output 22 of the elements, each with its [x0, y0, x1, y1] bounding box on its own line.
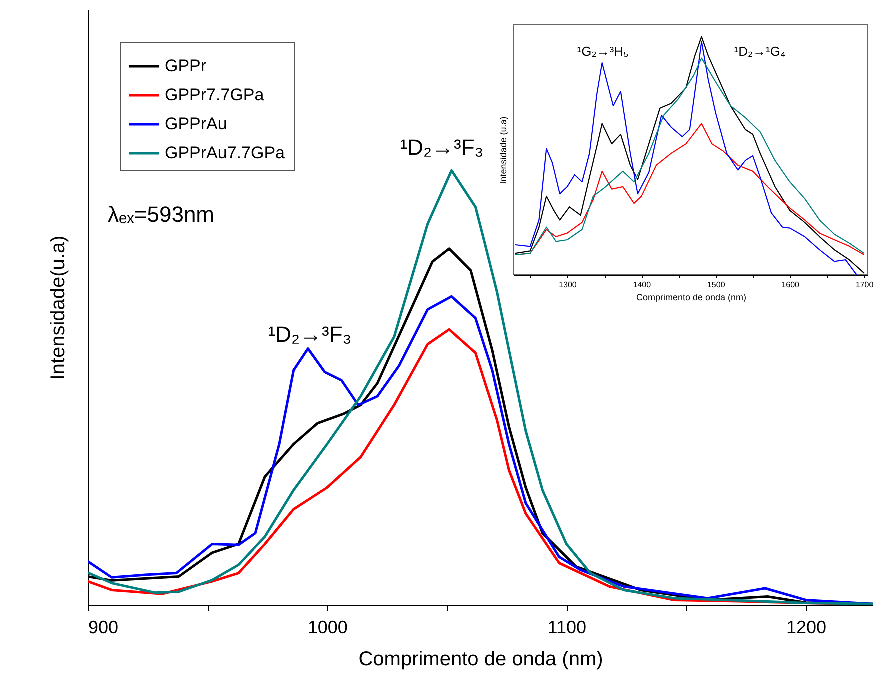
text: ¹D₂→³F₃ [400, 135, 484, 160]
y-axis-title: Intensidade (u.a) [498, 116, 508, 184]
x-tick-label: 1100 [548, 618, 587, 638]
x-axis-title: Comprimento de onda (nm) [636, 292, 747, 302]
x-tick-label: 1000 [308, 618, 348, 638]
legend-label: GPPr [165, 56, 207, 76]
annotation: ¹D₂→³F₃ [268, 322, 352, 347]
annotation: ¹D₂→¹G₄ [734, 44, 786, 59]
x-tick-label: 1300 [559, 280, 578, 290]
annotation: λₑₓ=593nm [108, 202, 215, 227]
legend-label: GPPrAu [165, 114, 228, 134]
x-tick-label: 900 [88, 618, 119, 638]
x-tick-label: 1600 [782, 280, 800, 290]
x-axis-title: Comprimento de onda (nm) [358, 648, 604, 670]
x-tick-label: 1500 [707, 280, 726, 290]
x-tick-label: 1200 [786, 618, 827, 638]
y-axis-title: Intensidade(u.a) [48, 236, 70, 380]
legend-label: GPPrAu7.7GPa [165, 144, 286, 162]
annotation: ¹G₂→³H₅ [577, 44, 629, 59]
x-tick-label: 1400 [633, 280, 652, 290]
x-tick-label: 1700 [856, 280, 874, 290]
legend-label: GPPr7.7GPa [165, 86, 265, 104]
